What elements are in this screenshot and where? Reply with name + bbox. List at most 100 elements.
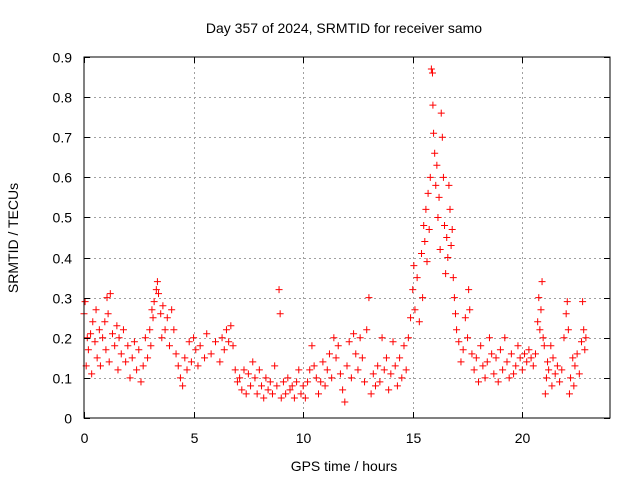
data-point [396, 354, 404, 362]
data-point [103, 294, 111, 302]
data-point [304, 378, 312, 386]
data-point [376, 378, 384, 386]
data-point [323, 366, 331, 374]
data-point [139, 362, 147, 370]
data-point [332, 354, 340, 362]
data-point [443, 234, 451, 241]
data-point [441, 221, 449, 229]
data-point [553, 362, 561, 370]
data-point [114, 366, 122, 374]
data-point [238, 386, 246, 394]
y-tick-label: 0.5 [53, 210, 73, 226]
data-point [459, 346, 467, 354]
data-point [297, 390, 305, 398]
data-point [451, 310, 459, 318]
data-point [387, 370, 395, 378]
data-point [268, 390, 276, 398]
data-point [510, 370, 518, 378]
data-point [288, 382, 296, 390]
data-point [258, 382, 266, 390]
chart-title: Day 357 of 2024, SRMTID for receiver sam… [206, 20, 482, 36]
data-point [249, 358, 257, 366]
data-point [264, 386, 272, 394]
data-point [558, 366, 566, 374]
data-point [393, 382, 401, 390]
data-point [415, 318, 423, 326]
data-point [89, 318, 97, 326]
data-point [308, 342, 316, 350]
data-point [181, 354, 189, 362]
data-point [133, 366, 141, 374]
data-point [570, 382, 578, 390]
data-point [91, 338, 99, 346]
data-point [253, 390, 261, 398]
data-point [455, 338, 463, 346]
data-point [539, 334, 547, 342]
data-point [111, 342, 119, 350]
data-point [153, 278, 161, 286]
data-point [277, 394, 285, 402]
data-point [271, 362, 279, 370]
data-point [295, 366, 303, 374]
data-point [391, 362, 399, 370]
data-point [537, 306, 545, 314]
data-point [187, 358, 195, 366]
data-point [422, 205, 430, 213]
data-point [501, 334, 509, 342]
data-point [159, 302, 167, 310]
data-point [516, 354, 524, 362]
data-point [172, 350, 180, 358]
data-point [488, 350, 496, 358]
data-point [155, 290, 163, 298]
data-point [101, 318, 109, 326]
data-point [84, 346, 92, 354]
data-point [236, 374, 244, 382]
data-point [485, 334, 493, 342]
data-point [548, 382, 556, 390]
y-tick-label: 0.9 [53, 50, 73, 66]
data-point [81, 298, 89, 306]
data-point [165, 342, 173, 350]
data-point [540, 342, 548, 350]
data-point [330, 334, 338, 342]
data-point [466, 306, 474, 314]
data-point [301, 394, 309, 402]
data-point [106, 290, 114, 298]
data-point [573, 350, 581, 358]
data-point [163, 314, 171, 322]
data-point [115, 334, 123, 342]
data-point [464, 334, 472, 342]
data-point [334, 342, 342, 350]
data-point [430, 129, 438, 137]
data-point [439, 173, 447, 181]
data-point [470, 366, 478, 374]
data-point [290, 394, 298, 402]
data-point [220, 346, 228, 354]
data-point [231, 366, 239, 374]
data-point [358, 354, 366, 362]
data-point [426, 173, 434, 181]
y-tick-label: 0.6 [53, 170, 73, 186]
data-point [247, 382, 255, 390]
data-point [126, 374, 134, 382]
data-point [378, 334, 386, 342]
data-point [157, 310, 165, 318]
data-point [521, 350, 529, 358]
data-point [418, 250, 426, 258]
data-point [446, 205, 454, 213]
y-tick-label: 0 [64, 411, 72, 427]
data-point [492, 354, 500, 362]
data-point [345, 338, 353, 346]
data-point [144, 354, 152, 362]
data-point [321, 382, 329, 390]
data-point [363, 326, 371, 334]
data-point [536, 326, 544, 334]
data-point [354, 366, 362, 374]
data-point [325, 350, 333, 358]
data-point [128, 354, 136, 362]
data-point [385, 386, 393, 394]
data-point [293, 378, 301, 386]
x-tick-label: 15 [406, 430, 422, 446]
data-point [266, 378, 274, 386]
data-point [556, 378, 564, 386]
